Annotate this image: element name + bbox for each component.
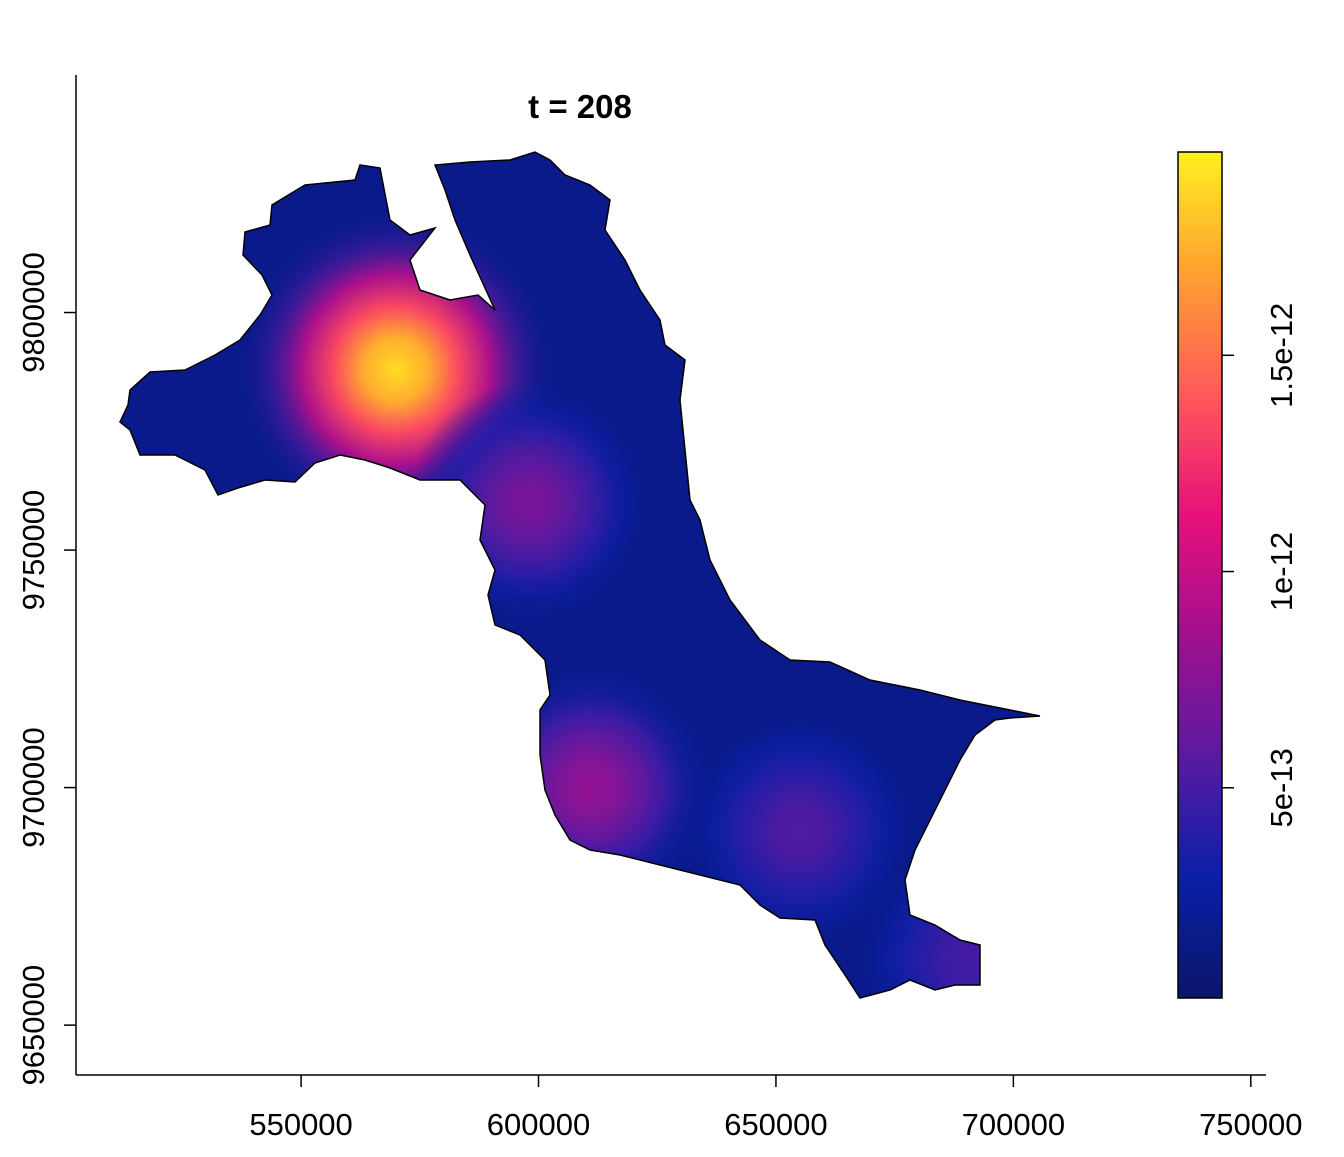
chart-title: t = 208 — [528, 88, 632, 125]
hotspot — [466, 663, 715, 912]
y-tick-label: 9650000 — [16, 965, 51, 1086]
hotspot — [855, 843, 1040, 998]
y-tick-label: 9700000 — [16, 727, 51, 848]
x-tick-label: 750000 — [1199, 1107, 1302, 1142]
colorbar-tick-label: 5e-13 — [1264, 748, 1299, 827]
x-tick-label: 550000 — [249, 1107, 352, 1142]
axes — [64, 75, 1266, 1087]
y-tick-label: 9800000 — [16, 252, 51, 373]
x-tick-label: 650000 — [724, 1107, 827, 1142]
x-tick-label: 700000 — [962, 1107, 1065, 1142]
raster — [120, 152, 1040, 998]
x-tick-label: 600000 — [487, 1107, 590, 1142]
hotspot — [407, 381, 651, 624]
y-tick-label: 9750000 — [16, 490, 51, 611]
colorbar-tick-label: 1.5e-12 — [1264, 303, 1299, 408]
colorbar — [1177, 151, 1223, 999]
colorbar-tick-label: 1e-12 — [1264, 532, 1299, 611]
